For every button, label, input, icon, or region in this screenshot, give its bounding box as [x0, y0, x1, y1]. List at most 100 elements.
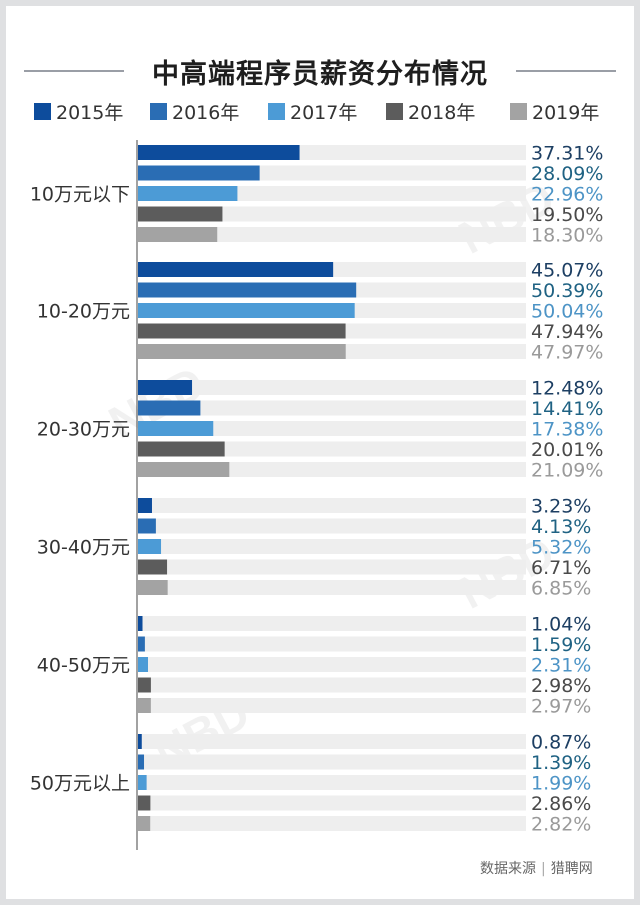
- data-label-3-1: 4.13%: [531, 516, 591, 538]
- bar-track-4-1: [138, 636, 526, 652]
- data-source: 数据来源 | 猎聘网: [480, 858, 593, 878]
- category-label-3: 30-40万元: [37, 537, 130, 559]
- legend-swatch-1: [150, 103, 167, 120]
- bar-track-5-0: [138, 734, 526, 749]
- bar-track-4-0: [138, 616, 526, 631]
- data-label-0-0: 37.31%: [531, 143, 603, 165]
- category-label-1: 10-20万元: [37, 301, 130, 323]
- data-label-5-2: 1.99%: [531, 773, 591, 795]
- bar-3-0: [138, 498, 152, 513]
- data-label-1-2: 50.04%: [531, 301, 603, 323]
- bar-track-5-2: [138, 775, 526, 790]
- title-divider-left: [24, 70, 124, 72]
- data-label-4-2: 2.31%: [531, 655, 591, 677]
- category-label-4: 40-50万元: [37, 655, 130, 677]
- data-label-3-2: 5.32%: [531, 537, 591, 559]
- source-name: 猎聘网: [550, 861, 593, 877]
- bar-track-0-4: [138, 227, 526, 242]
- bar-5-2: [138, 775, 147, 790]
- data-label-5-1: 1.39%: [531, 752, 591, 774]
- bar-0-1: [138, 165, 260, 181]
- legend-label-3: 2018年: [408, 102, 475, 124]
- data-label-2-2: 17.38%: [531, 419, 603, 441]
- bar-3-4: [138, 580, 168, 595]
- legend-label-0: 2015年: [56, 102, 123, 124]
- data-label-1-4: 47.97%: [531, 342, 603, 364]
- bar-1-2: [138, 303, 355, 318]
- source-label: 数据来源: [480, 861, 536, 877]
- category-label-5: 50万元以上: [30, 773, 130, 795]
- data-label-2-4: 21.09%: [531, 460, 603, 482]
- legend-label-4: 2019年: [532, 102, 599, 124]
- bar-track-0-3: [138, 206, 526, 222]
- bar-1-1: [138, 282, 357, 298]
- bar-3-1: [138, 518, 156, 534]
- chart-title: 中高端程序员薪资分布情况: [152, 59, 488, 90]
- bar-2-0: [138, 380, 193, 395]
- bar-2-1: [138, 400, 201, 416]
- data-label-0-3: 19.50%: [531, 204, 603, 226]
- bar-3-3: [138, 559, 168, 575]
- legend-swatch-2: [268, 103, 285, 120]
- source-separator: |: [541, 861, 546, 877]
- bar-track-5-1: [138, 754, 526, 770]
- data-label-2-3: 20.01%: [531, 439, 603, 461]
- bar-track-4-4: [138, 698, 526, 713]
- bar-1-0: [138, 262, 334, 277]
- bar-track-3-3: [138, 559, 526, 575]
- bar-track-4-3: [138, 677, 526, 693]
- bar-3-2: [138, 539, 162, 554]
- data-label-1-0: 45.07%: [531, 260, 603, 282]
- data-label-1-3: 47.94%: [531, 321, 603, 343]
- bar-4-3: [138, 677, 151, 693]
- legend-label-1: 2016年: [172, 102, 239, 124]
- data-label-2-0: 12.48%: [531, 378, 603, 400]
- data-label-4-0: 1.04%: [531, 614, 591, 636]
- data-label-3-4: 6.85%: [531, 578, 591, 600]
- bar-5-3: [138, 795, 151, 811]
- bar-4-1: [138, 636, 145, 652]
- legend-swatch-3: [386, 103, 403, 120]
- bar-track-3-1: [138, 518, 526, 534]
- data-label-2-1: 14.41%: [531, 398, 603, 420]
- data-label-0-2: 22.96%: [531, 184, 603, 206]
- data-label-0-1: 28.09%: [531, 163, 603, 185]
- bar-5-4: [138, 816, 151, 831]
- bar-0-0: [138, 145, 300, 160]
- data-label-5-0: 0.87%: [531, 732, 591, 754]
- bar-4-2: [138, 657, 149, 672]
- data-label-4-3: 2.98%: [531, 675, 591, 697]
- bar-track-2-4: [138, 462, 526, 477]
- bar-0-2: [138, 186, 238, 201]
- category-label-0: 10万元以下: [30, 184, 130, 206]
- bar-1-3: [138, 323, 346, 339]
- data-label-4-4: 2.97%: [531, 696, 591, 718]
- data-label-0-4: 18.30%: [531, 225, 603, 247]
- bar-4-4: [138, 698, 151, 713]
- data-label-5-3: 2.86%: [531, 793, 591, 815]
- bar-2-4: [138, 462, 230, 477]
- bar-0-3: [138, 206, 223, 222]
- bar-track-2-0: [138, 380, 526, 395]
- data-label-3-3: 6.71%: [531, 557, 591, 579]
- bar-1-4: [138, 344, 346, 359]
- bar-track-3-4: [138, 580, 526, 595]
- bar-track-5-3: [138, 795, 526, 811]
- title-divider-right: [516, 70, 616, 72]
- category-label-2: 20-30万元: [37, 419, 130, 441]
- bar-0-4: [138, 227, 218, 242]
- bar-track-2-1: [138, 400, 526, 416]
- data-label-4-1: 1.59%: [531, 634, 591, 656]
- bar-2-3: [138, 441, 225, 457]
- bar-track-4-2: [138, 657, 526, 672]
- legend-swatch-0: [34, 103, 51, 120]
- bar-track-2-2: [138, 421, 526, 436]
- bar-5-1: [138, 754, 145, 770]
- bar-track-5-4: [138, 816, 526, 831]
- bar-track-3-2: [138, 539, 526, 554]
- data-label-1-1: 50.39%: [531, 280, 603, 302]
- bar-5-0: [138, 734, 142, 749]
- bar-track-2-3: [138, 441, 526, 457]
- bar-2-2: [138, 421, 214, 436]
